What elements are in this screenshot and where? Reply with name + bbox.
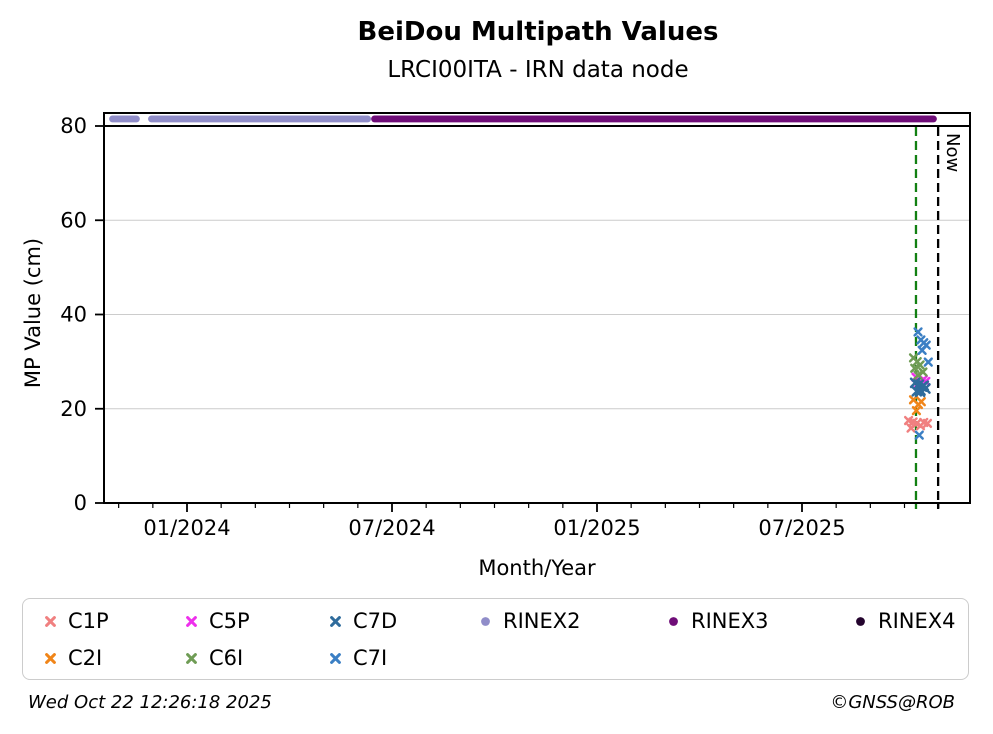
y-tick-label: 20	[60, 397, 87, 421]
legend-item-rinex4: RINEX4	[853, 607, 956, 635]
scatter-point-c6i	[910, 363, 920, 373]
copyright-text: ©GNSS@ROB	[830, 692, 955, 713]
legend-label: RINEX2	[503, 609, 581, 633]
legend-marker-dot-icon	[669, 616, 678, 626]
scatter-point-c1p	[922, 418, 933, 429]
x-tick-label: 07/2024	[348, 516, 435, 540]
x-tick-label: 07/2025	[758, 516, 845, 540]
y-tick-label: 80	[60, 114, 87, 138]
legend-item-c5p: C5P	[184, 607, 250, 635]
legend-marker-x-icon	[186, 615, 197, 627]
chart-subtitle: LRCI00ITA - IRN data node	[387, 57, 689, 83]
scatter-point-c6i	[913, 370, 923, 380]
legend-item-c1p: C1P	[43, 607, 109, 635]
legend-label: RINEX3	[691, 609, 769, 633]
scatter-point-c7i	[917, 345, 927, 355]
legend-item-c2i: C2I	[43, 644, 102, 672]
legend-item-rinex2: RINEX2	[478, 607, 581, 635]
legend-label: C1P	[68, 609, 109, 633]
rinex-band-segment-rinex2	[148, 115, 372, 123]
scatter-point-c7d	[918, 380, 930, 392]
rinex-band-segment-rinex3	[371, 115, 937, 123]
legend-marker-x-icon	[330, 652, 341, 664]
plot-frame	[103, 112, 971, 504]
scatter-point-c2i	[911, 405, 922, 416]
x-tick-label: 01/2024	[143, 516, 230, 540]
scatter-point-c1p	[906, 423, 916, 433]
plot-timestamp: Wed Oct 22 12:26:18 2025	[28, 692, 272, 713]
chart-legend: C1P C5P C7D RINEX2 RINEX3 RINEX4 C2I C6I C7I	[22, 598, 969, 680]
y-tick-label: 0	[74, 491, 87, 515]
now-label: Now	[942, 133, 963, 172]
y-tick-label: 40	[60, 303, 87, 327]
rinex-band-segment-rinex2	[109, 115, 140, 123]
y-tick-label: 60	[60, 208, 87, 232]
legend-label: C7D	[353, 609, 398, 633]
legend-marker-x-icon	[330, 615, 341, 627]
legend-item-rinex3: RINEX3	[666, 607, 769, 635]
legend-item-c7i: C7I	[328, 644, 387, 672]
legend-label: C2I	[68, 646, 103, 670]
legend-label: RINEX4	[878, 609, 956, 633]
x-tick-label: 01/2025	[553, 516, 640, 540]
x-axis-label: Month/Year	[478, 556, 596, 580]
legend-label: C7I	[353, 646, 388, 670]
legend-item-c7d: C7D	[328, 607, 397, 635]
legend-item-c6i: C6I	[184, 644, 243, 672]
legend-label: C6I	[209, 646, 244, 670]
scatter-point-c7d	[914, 386, 926, 398]
scatter-point-c7i	[913, 327, 923, 337]
legend-marker-x-icon	[186, 652, 197, 664]
scatter-point-c6i	[915, 360, 925, 370]
chart-title: BeiDou Multipath Values	[357, 17, 719, 47]
legend-marker-dot-icon	[481, 616, 490, 626]
scatter-point-c7i	[914, 430, 924, 440]
scatter-point-c7i	[923, 357, 933, 367]
chart-canvas: Now 0 20 40 60 80 01/2024 07/2024 01/2025 07/2025	[60, 112, 971, 540]
legend-marker-x-icon	[45, 652, 56, 664]
legend-marker-dot-icon	[856, 616, 865, 626]
legend-marker-x-icon	[45, 615, 56, 627]
legend-label: C5P	[209, 609, 250, 633]
